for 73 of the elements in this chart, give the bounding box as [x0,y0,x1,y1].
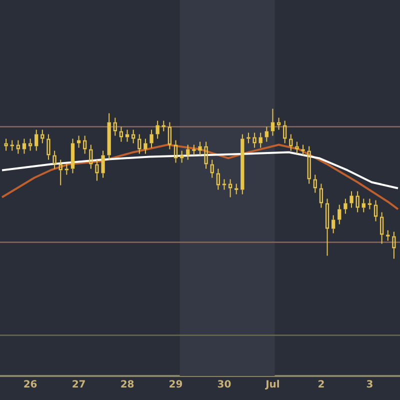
candlestick [64,164,68,176]
candlestick [70,138,75,174]
candlestick [240,134,244,195]
candlestick [40,129,44,144]
candlestick [138,134,142,154]
candlestick [222,178,226,190]
x-tick-label: Jul [264,380,280,391]
candlestick [58,159,62,186]
x-tick-label: 2 [318,380,325,391]
candlestick [150,129,154,148]
candlestick [264,126,268,142]
candlestick [89,144,93,170]
candlestick [307,146,311,184]
x-tick-label: 27 [72,380,86,391]
candlestick [380,212,384,244]
candlestick [125,129,130,142]
candlestick [356,190,360,213]
candlestick [4,138,8,152]
candlestick [210,159,214,178]
candlestick [313,174,317,194]
candlestick [270,108,275,136]
candlestick [204,141,208,170]
candlestick [168,122,172,150]
candlestick [162,120,166,132]
candlestick [368,198,372,210]
candlestick [386,230,390,242]
candlestick [332,214,336,234]
x-tick-label: 28 [120,380,134,391]
candlestick [319,183,324,208]
candlestick [198,141,202,156]
candlestick [76,135,81,148]
candlestick [101,150,105,178]
candlestick [374,200,378,222]
candlestick [216,168,220,190]
candlestick [180,150,184,164]
candlestick [276,117,281,130]
candlestick [16,140,20,154]
candlestick [119,126,124,142]
candlestick [246,132,250,144]
candlestick [46,134,50,160]
candlestick [113,117,117,136]
candlestick [156,120,160,140]
candlestick [289,134,293,152]
candlestick [174,140,178,164]
candlestick [22,138,26,154]
candlestick [350,190,354,208]
candlestick [283,120,287,144]
candlestick [83,135,87,154]
candlestick [338,204,342,225]
candlestick [132,129,136,144]
x-tick-label: 29 [168,380,183,391]
candlestick [107,112,111,160]
candlestick [392,231,396,260]
candlestick [295,141,299,154]
candlestick [28,138,32,152]
candlestick [228,178,232,198]
candlestick [95,159,99,182]
candlestick [362,198,366,213]
candlestick [10,140,14,152]
candlestick [192,144,196,156]
candlestick [52,150,56,170]
x-tick-label: 3 [366,380,374,391]
candlestick [186,144,190,160]
candlestick [34,129,38,152]
x-tick-label: 30 [217,380,232,391]
candlestick [234,183,238,195]
candlestick [344,198,348,214]
candlestick [144,138,148,154]
x-tick-label: 26 [23,380,38,391]
candlestick [252,132,256,148]
candlestick [258,132,262,148]
candlestick [325,198,330,256]
candlestick [301,144,305,156]
